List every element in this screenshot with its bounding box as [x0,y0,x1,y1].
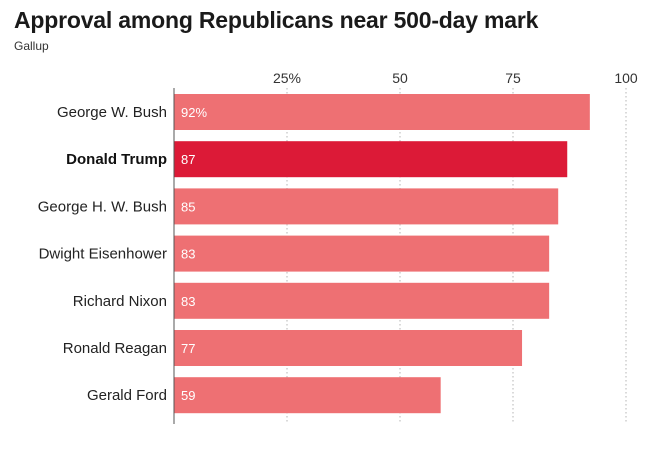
bar-value-label: 77 [181,341,195,356]
bar [174,377,441,414]
x-tick-label: 25% [273,70,301,86]
bar [174,235,550,272]
category-label: George H. W. Bush [38,198,167,215]
category-label: Donald Trump [66,151,167,168]
category-label: George W. Bush [57,104,167,121]
bar-value-label: 83 [181,247,195,262]
x-tick-label: 50 [392,70,408,86]
bar-value-label: 59 [181,388,195,403]
bar [174,94,590,130]
chart-title: Approval among Republicans near 500-day … [14,7,539,33]
bar-value-label: 85 [181,199,195,214]
x-tick-label: 75 [505,70,521,86]
category-label: Ronald Reagan [63,340,167,357]
bar-value-label: 92% [181,105,207,120]
bar-value-label: 83 [181,294,195,309]
bar [174,330,523,366]
category-label: Dwight Eisenhower [39,246,167,263]
bar [174,188,559,225]
x-tick-label: 100 [614,70,638,86]
bar [174,282,550,319]
bar-value-label: 87 [181,152,195,167]
category-label: Richard Nixon [73,293,167,310]
bar [174,141,568,178]
chart-source: Gallup [14,39,49,53]
category-label: Gerald Ford [87,387,167,404]
